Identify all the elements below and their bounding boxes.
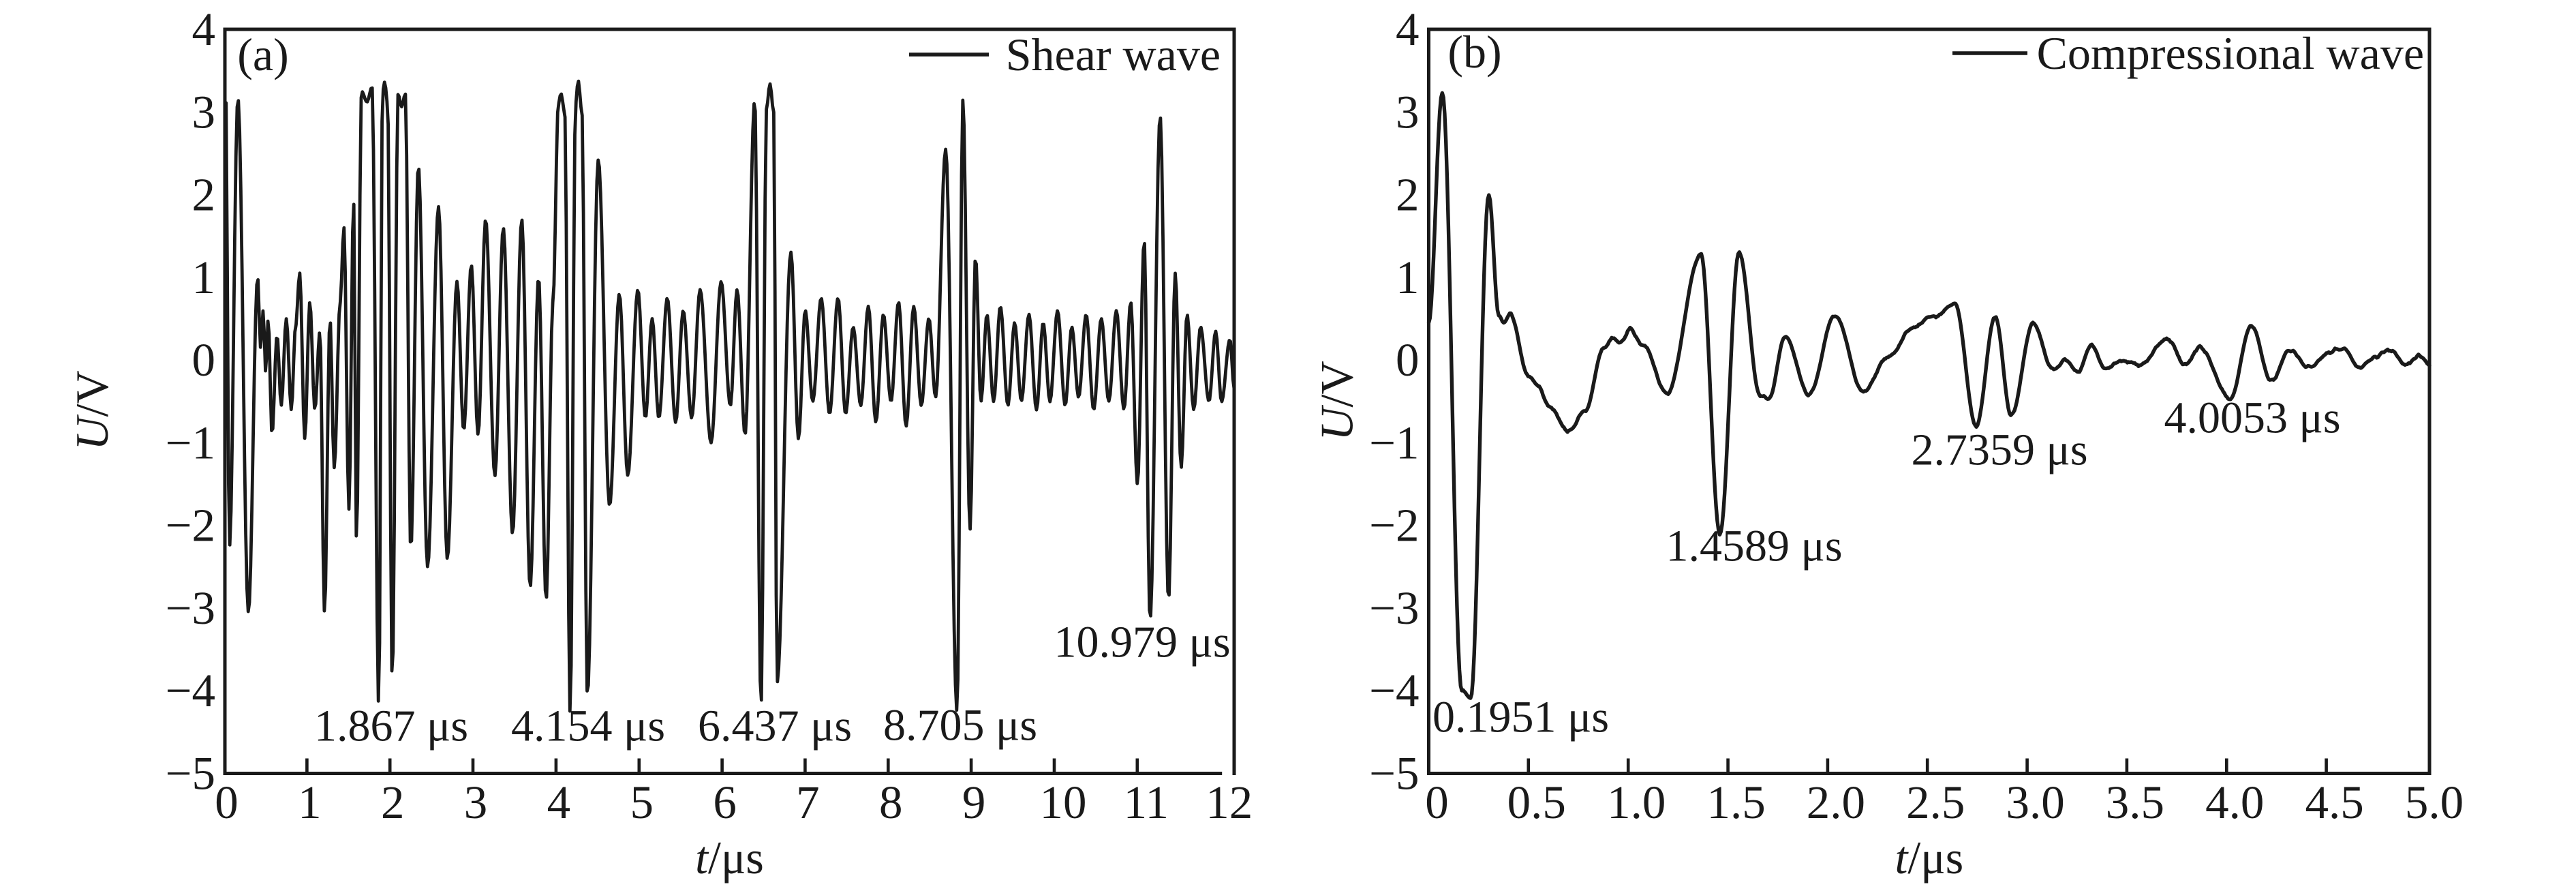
svg-text:3: 3 <box>464 776 488 828</box>
svg-text:4.5: 4.5 <box>2305 776 2363 828</box>
svg-text:1: 1 <box>1396 252 1420 303</box>
svg-text:3: 3 <box>192 86 216 138</box>
svg-text:−5: −5 <box>1369 748 1419 800</box>
svg-text:−3: −3 <box>166 582 215 634</box>
svg-text:4.0: 4.0 <box>2205 776 2264 828</box>
svg-text:8.705 μs: 8.705 μs <box>883 701 1037 751</box>
svg-text:0.5: 0.5 <box>1507 776 1566 828</box>
svg-text:2: 2 <box>1396 169 1420 221</box>
svg-text:4: 4 <box>1396 3 1420 55</box>
svg-text:3.0: 3.0 <box>2006 776 2064 828</box>
svg-text:−4: −4 <box>1369 665 1419 716</box>
svg-text:1.0: 1.0 <box>1607 776 1666 828</box>
svg-text:(a): (a) <box>237 29 288 80</box>
svg-text:8: 8 <box>879 776 903 828</box>
svg-text:4: 4 <box>192 3 216 55</box>
svg-text:0: 0 <box>192 334 216 386</box>
svg-text:1.4589 μs: 1.4589 μs <box>1666 522 1842 571</box>
svg-text:10: 10 <box>1040 776 1087 828</box>
svg-text:1.867 μs: 1.867 μs <box>314 701 468 751</box>
svg-text:5: 5 <box>630 776 654 828</box>
svg-text:0: 0 <box>1396 334 1420 386</box>
svg-text:−2: −2 <box>166 500 215 552</box>
svg-text:0: 0 <box>1425 776 1449 828</box>
svg-text:U/V: U/V <box>66 370 118 450</box>
svg-text:−3: −3 <box>1369 582 1419 634</box>
svg-text:12: 12 <box>1206 776 1253 828</box>
svg-text:t/μs: t/μs <box>1895 832 1963 884</box>
svg-text:9: 9 <box>962 776 986 828</box>
svg-text:2: 2 <box>381 776 405 828</box>
svg-text:0: 0 <box>215 776 239 828</box>
svg-text:2: 2 <box>192 169 216 221</box>
svg-text:2.0: 2.0 <box>1807 776 1865 828</box>
svg-text:6: 6 <box>713 776 737 828</box>
svg-text:U/V: U/V <box>1311 361 1363 440</box>
svg-text:−1: −1 <box>166 417 215 468</box>
svg-text:1.5: 1.5 <box>1706 776 1765 828</box>
svg-text:4.154 μs: 4.154 μs <box>511 701 665 751</box>
svg-text:Shear wave: Shear wave <box>1006 29 1221 80</box>
svg-text:−2: −2 <box>1369 500 1419 552</box>
svg-text:−1: −1 <box>1369 417 1419 468</box>
svg-text:1: 1 <box>298 776 322 828</box>
svg-text:0.1951 μs: 0.1951 μs <box>1432 693 1609 742</box>
svg-text:4.0053 μs: 4.0053 μs <box>2164 393 2340 443</box>
svg-text:4: 4 <box>547 776 571 828</box>
svg-text:11: 11 <box>1124 776 1169 828</box>
svg-text:7: 7 <box>796 776 820 828</box>
svg-text:3.5: 3.5 <box>2106 776 2164 828</box>
svg-text:5.0: 5.0 <box>2405 776 2464 828</box>
svg-text:t/μs: t/μs <box>695 832 764 884</box>
svg-text:−4: −4 <box>166 665 215 716</box>
svg-text:2.5: 2.5 <box>1906 776 1965 828</box>
svg-text:10.979 μs: 10.979 μs <box>1054 618 1230 667</box>
svg-text:Compressional wave: Compressional wave <box>2037 27 2424 79</box>
svg-text:1: 1 <box>192 252 216 303</box>
svg-text:(b): (b) <box>1447 26 1501 78</box>
svg-text:2.7359 μs: 2.7359 μs <box>1911 425 2087 475</box>
svg-text:−5: −5 <box>166 748 215 800</box>
svg-text:6.437 μs: 6.437 μs <box>698 701 852 751</box>
svg-text:3: 3 <box>1396 86 1420 138</box>
